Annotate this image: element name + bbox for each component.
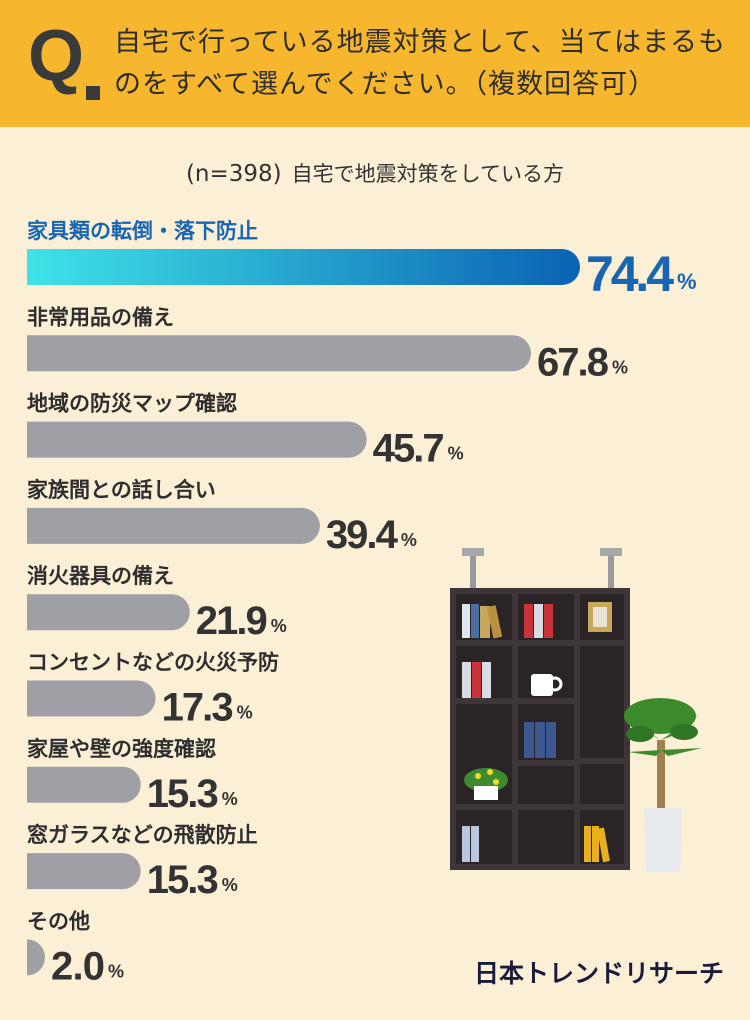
bar	[27, 939, 45, 976]
category-label: 家族間との話し合い	[27, 478, 216, 502]
value-label: 45.7	[373, 427, 445, 471]
bar	[27, 335, 531, 372]
category-label: その他	[27, 909, 90, 933]
category-label: 家屋や壁の強度確認	[27, 737, 216, 761]
value-label: 21.9	[196, 599, 268, 643]
category-label: 地域の防災マップ確認	[27, 392, 237, 416]
bar	[27, 853, 141, 890]
percent-unit: %	[108, 961, 124, 981]
value-label: 17.3	[162, 686, 234, 730]
bar	[27, 249, 580, 285]
chart-subtitle: (n=398) 自宅で地震対策をしている方	[0, 158, 750, 188]
category-label: 家具類の転倒・落下防止	[27, 219, 258, 243]
bar	[27, 680, 156, 717]
percent-unit: %	[222, 875, 238, 895]
percent-unit: %	[237, 703, 253, 723]
bar	[27, 421, 367, 458]
q-dot	[86, 86, 100, 100]
category-label: コンセントなどの火災予防	[27, 651, 279, 675]
potted-plant-illustration	[624, 698, 702, 872]
value-label: 2.0	[51, 944, 105, 988]
percent-unit: %	[401, 530, 417, 550]
sample-size: (n=398)	[185, 161, 282, 187]
category-label: 非常用品の備え	[27, 305, 174, 329]
bar	[27, 766, 141, 803]
question-text: 自宅で行っている地震対策として、当てはまるものをすべて選んでください。（複数回答…	[114, 27, 726, 100]
category-label: 消火器具の備え	[27, 564, 174, 588]
percent-unit: %	[612, 357, 628, 377]
value-label: 67.8	[537, 340, 609, 384]
value-label: 15.3	[147, 772, 219, 816]
percent-unit: %	[677, 269, 697, 294]
brand-logo-text: 日本トレンドリサーチ	[473, 959, 724, 988]
q-label: Q	[28, 16, 85, 96]
percent-unit: %	[271, 616, 287, 636]
bar	[27, 507, 320, 544]
percent-unit: %	[222, 789, 238, 809]
bookshelf-illustration	[450, 548, 630, 870]
percent-unit: %	[448, 444, 464, 464]
respondent-group: 自宅で地震対策をしている方	[291, 162, 565, 186]
category-label: 窓ガラスなどの飛散防止	[27, 823, 258, 847]
value-label: 74.4	[586, 246, 674, 302]
value-label: 39.4	[326, 513, 399, 557]
bar	[27, 594, 190, 631]
question-header: Q 自宅で行っている地震対策として、当てはまるものをすべて選んでください。（複数…	[0, 0, 750, 127]
value-label: 15.3	[147, 858, 219, 902]
